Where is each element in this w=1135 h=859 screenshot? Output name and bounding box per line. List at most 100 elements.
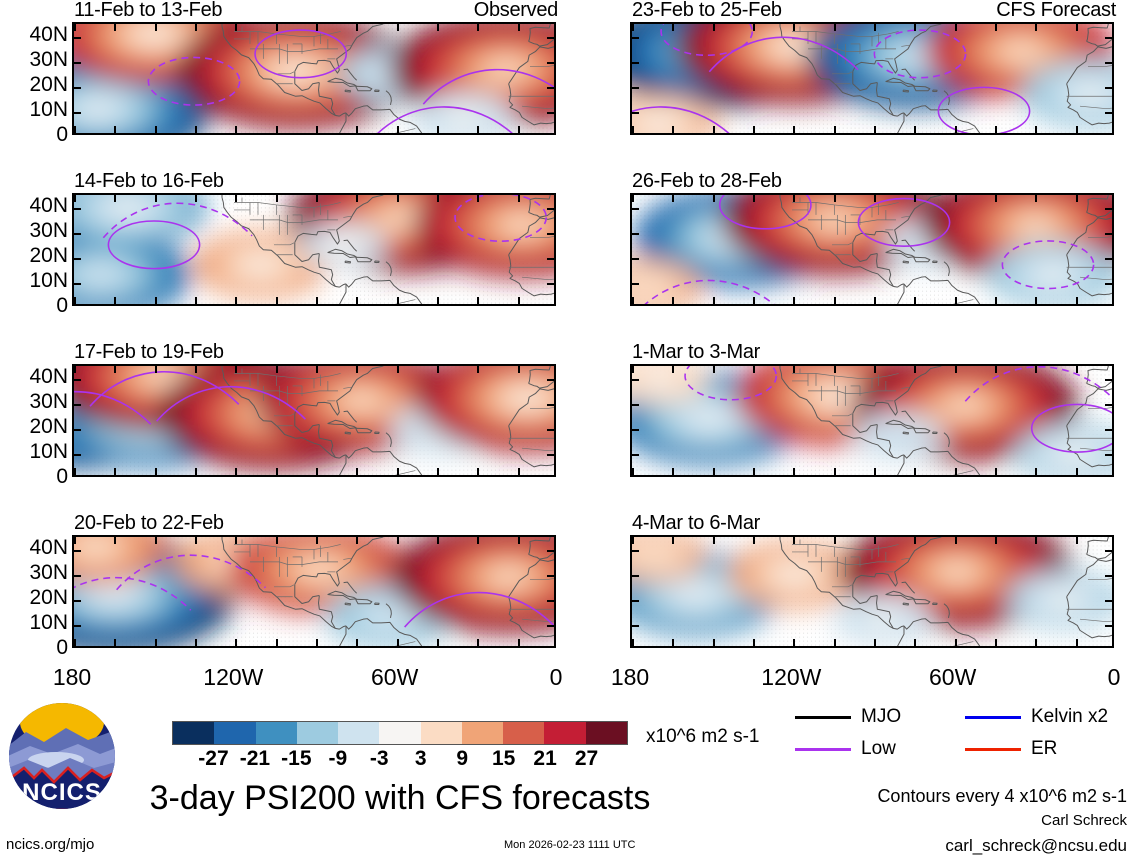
y-axis-tick-label: 10N (29, 439, 68, 463)
x-axis-tick (753, 24, 755, 31)
x-axis-tick (632, 537, 634, 544)
x-axis-tick (195, 195, 197, 202)
x-axis-tick (477, 537, 480, 544)
coastlines (221, 537, 554, 646)
colorbar-tick: -15 (281, 747, 312, 770)
x-axis-tick (356, 195, 359, 202)
x-axis-tick-label: 120W (761, 664, 822, 690)
x-axis-tick (356, 639, 359, 646)
x-axis-tick (477, 468, 480, 475)
x-axis-tick (954, 126, 957, 133)
x-axis-tick (954, 297, 957, 304)
x-axis-tick (74, 537, 76, 544)
low-contour (454, 195, 548, 242)
legend-label: Low (861, 738, 896, 759)
y-axis-tick (1105, 282, 1112, 285)
colorbar-swatch (255, 722, 297, 744)
panel-title: 20-Feb to 22-Feb (74, 512, 224, 534)
x-axis-tick (833, 537, 836, 544)
x-axis-tick (833, 297, 836, 304)
colorbar-tick-labels: -27 -21 -15 -9 -3 3 9 15 21 27 (172, 747, 628, 771)
x-axis-tick (275, 24, 278, 31)
x-axis-tick (712, 297, 715, 304)
y-axis-labels: 40N 30N 20N 10N 0 (12, 535, 68, 658)
x-axis-tick (114, 297, 117, 304)
x-axis-tick (632, 126, 634, 133)
low-contour (74, 576, 192, 611)
y-axis-tick (1105, 403, 1112, 406)
x-axis-tick (74, 195, 76, 202)
low-contour (873, 29, 967, 79)
panel-title: 1-Mar to 3-Mar (632, 341, 761, 363)
x-axis-tick (275, 366, 278, 373)
low-contour (1030, 403, 1112, 453)
x-axis-tick (396, 297, 399, 304)
x-axis-tick (316, 366, 318, 373)
colorbar-swatch (338, 722, 380, 744)
x-axis-tick (753, 126, 755, 133)
y-axis-tick (632, 282, 639, 285)
x-axis-tick (275, 639, 278, 646)
colorbar-swatch (585, 722, 627, 744)
x-axis-tick (235, 297, 238, 304)
low-contour (937, 86, 1031, 133)
x-axis-tick (833, 366, 836, 373)
x-axis-tick (275, 195, 278, 202)
x-axis-tick (874, 639, 876, 646)
x-axis-tick (356, 366, 359, 373)
y-axis-tick (632, 61, 639, 64)
x-axis-tick (874, 537, 876, 544)
y-axis-tick (632, 624, 639, 627)
x-axis-tick (793, 24, 796, 31)
y-axis-tick (1105, 61, 1112, 64)
x-axis-tick (154, 468, 157, 475)
y-axis-tick (547, 61, 554, 64)
low-contour (422, 68, 554, 105)
colorbar-tick: 9 (456, 747, 469, 770)
x-axis-tick (914, 126, 917, 133)
x-axis-tick (914, 24, 917, 31)
colorbar-tick: 15 (491, 747, 516, 770)
x-axis-tick (954, 468, 957, 475)
x-axis-tick (275, 297, 278, 304)
low-frequency-contours (74, 554, 554, 628)
x-axis-labels: 180 120W 60W 0 (53, 664, 563, 690)
y-axis-tick (1105, 624, 1112, 627)
x-axis-tick (396, 366, 399, 373)
map-plot-area (72, 22, 556, 135)
low-contour (377, 106, 513, 133)
x-axis-tick (437, 24, 439, 31)
low-contour (74, 390, 152, 425)
legend-line-swatch (965, 747, 1021, 751)
x-axis-tick (672, 126, 675, 133)
y-axis-tick-label: 10N (29, 268, 68, 292)
x-axis-tick (914, 468, 917, 475)
x-axis-tick (793, 126, 796, 133)
x-axis-tick (195, 639, 197, 646)
x-axis-tick (74, 126, 76, 133)
x-axis-tick-label: 60W (371, 664, 419, 690)
map-plot-area (630, 22, 1114, 135)
colorbar-tick: 3 (414, 747, 427, 770)
x-axis-tick (672, 297, 675, 304)
y-axis-tick (547, 378, 554, 381)
x-axis-tick (396, 195, 399, 202)
x-axis-tick (316, 537, 318, 544)
y-axis-tick (74, 453, 81, 456)
x-axis-tick (995, 297, 997, 304)
colorbar-units-label: x10^6 m2 s-1 (646, 726, 760, 747)
x-axis-tick (712, 468, 715, 475)
y-axis-tick (632, 378, 639, 381)
x-axis-tick (1035, 366, 1038, 373)
x-axis-tick (316, 195, 318, 202)
map-plot-area (72, 193, 556, 306)
x-axis-tick (712, 24, 715, 31)
x-axis-tick (793, 537, 796, 544)
low-contour (156, 385, 306, 422)
x-axis-tick (753, 195, 755, 202)
low-contour (404, 591, 554, 628)
y-axis-tick (547, 574, 554, 577)
x-axis-tick (235, 537, 238, 544)
x-axis-tick (1035, 537, 1038, 544)
colorbar-swatch (544, 722, 586, 744)
